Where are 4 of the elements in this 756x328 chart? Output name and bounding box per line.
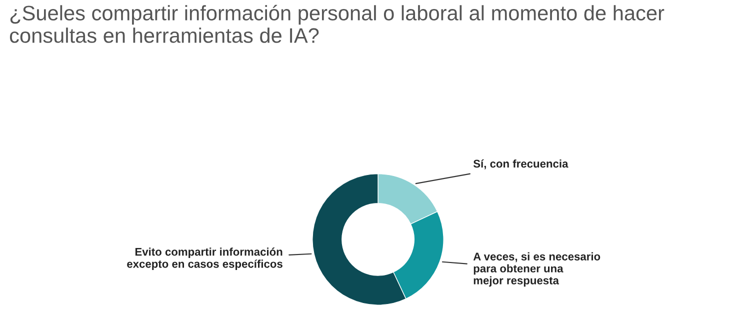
chart-title: ¿Sueles compartir información personal o laboral al momento de hacer consultas en herramientas de IA? [10,4,664,43]
slice-label: Sí, con frecuencia [473,159,568,170]
slice-label: Evito compartir información excepto en casos específicos [127,247,282,270]
slice-label: A veces, si es necesario para obtener una mejor respuesta [473,252,600,287]
